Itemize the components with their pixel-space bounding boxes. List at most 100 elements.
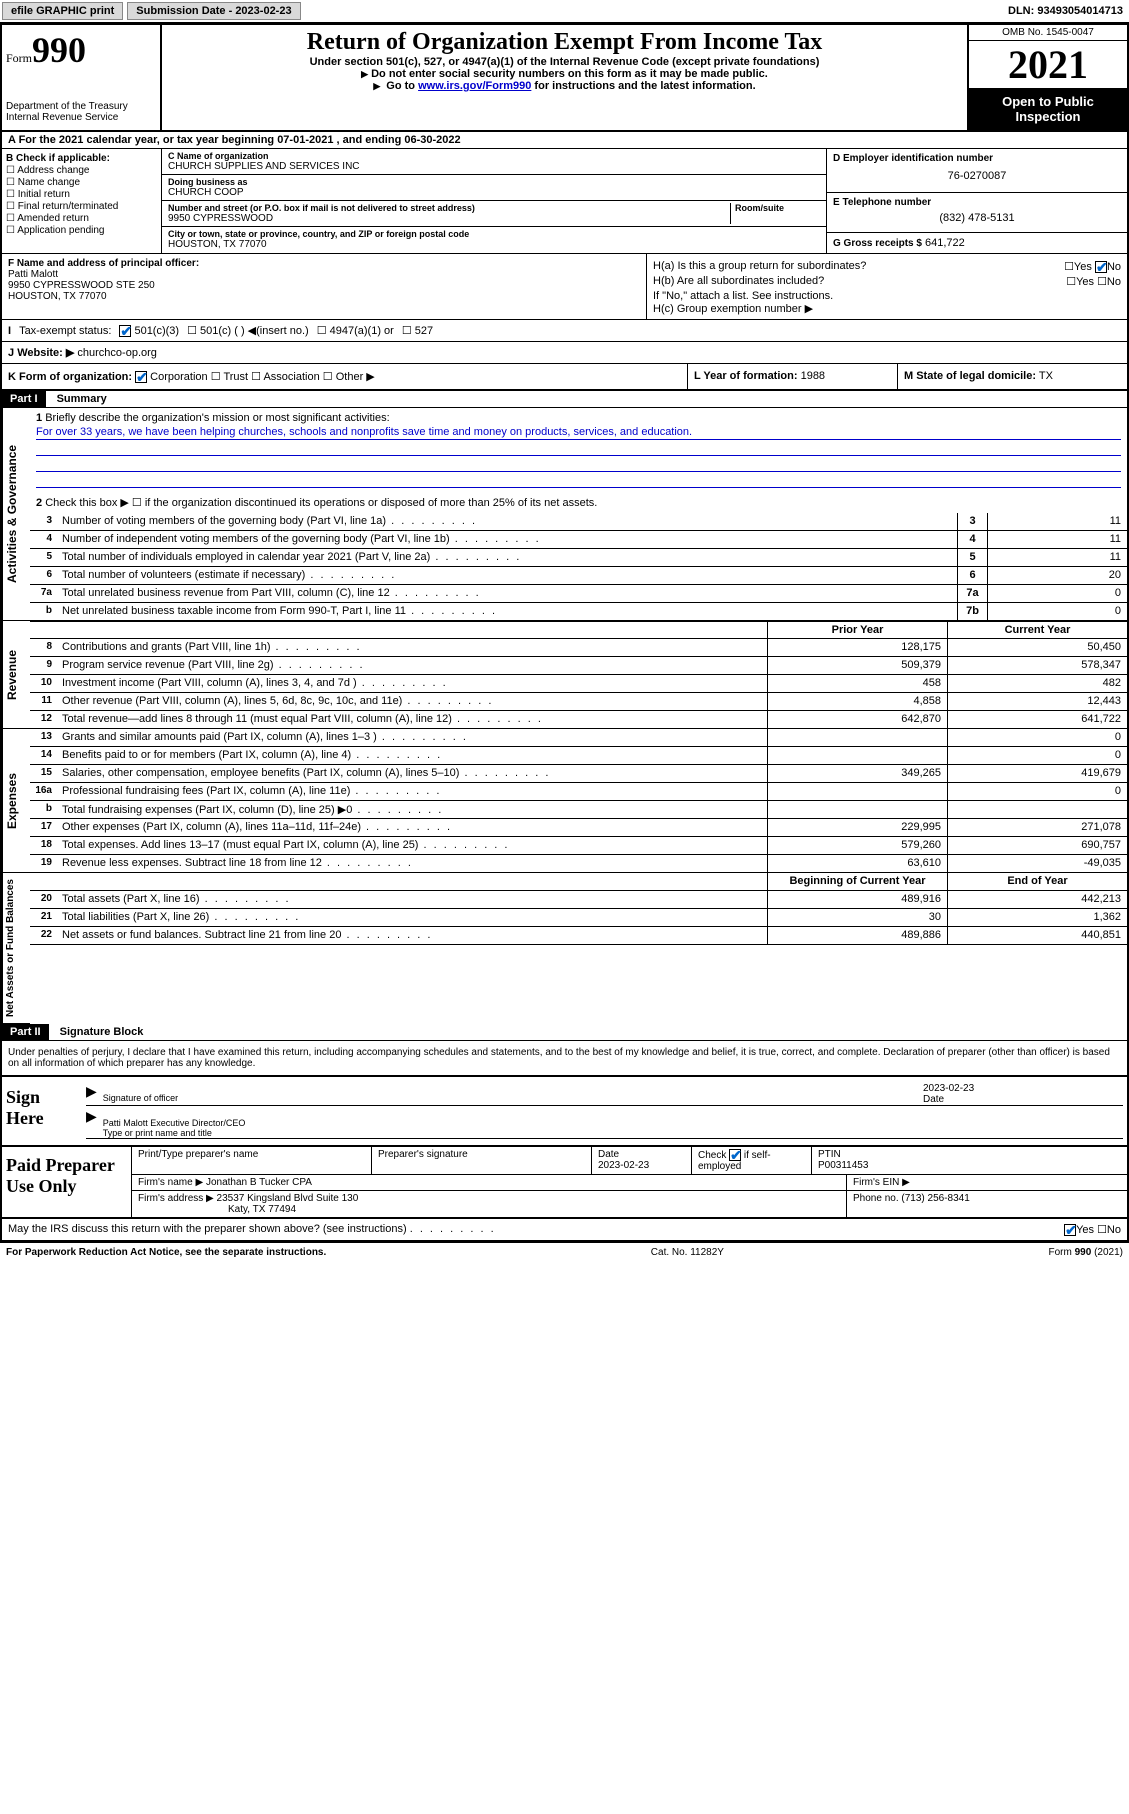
- tel-label: E Telephone number: [833, 197, 1121, 208]
- row-i-label: I: [8, 325, 11, 337]
- col-current-year: Current Year: [947, 622, 1127, 638]
- prior-year-value: 509,379: [767, 657, 947, 674]
- chk-other[interactable]: ☐ Other ▶: [323, 371, 375, 383]
- line-num: 11: [30, 693, 58, 710]
- chk-address-change[interactable]: ☐ Address change: [6, 165, 157, 176]
- line-desc: Total number of individuals employed in …: [58, 549, 957, 566]
- year-formation: 1988: [801, 370, 825, 382]
- line-desc: Contributions and grants (Part VIII, lin…: [58, 639, 767, 656]
- may-discuss-answer[interactable]: Yes ☐No: [1064, 1223, 1121, 1236]
- room-label: Room/suite: [735, 203, 820, 213]
- prior-year-value: 458: [767, 675, 947, 692]
- col-end-year: End of Year: [947, 873, 1127, 890]
- efile-print-button[interactable]: efile GRAPHIC print: [2, 2, 123, 20]
- prior-year-value: 30: [767, 909, 947, 926]
- prior-year-value: 128,175: [767, 639, 947, 656]
- line-desc: Total number of volunteers (estimate if …: [58, 567, 957, 584]
- line-num: 10: [30, 675, 58, 692]
- chk-4947[interactable]: ☐ 4947(a)(1) or: [317, 324, 394, 337]
- current-year-value: 440,851: [947, 927, 1127, 944]
- line-num: 13: [30, 729, 58, 746]
- chk-amended[interactable]: ☐ Amended return: [6, 213, 157, 224]
- sig-arrow-icon: ▶: [86, 1083, 97, 1105]
- form-subtitle: Under section 501(c), 527, or 4947(a)(1)…: [170, 56, 959, 68]
- chk-assoc[interactable]: ☐ Association: [251, 371, 320, 383]
- prior-year-value: 579,260: [767, 837, 947, 854]
- instruction-link: Go to www.irs.gov/Form990 for instructio…: [170, 80, 959, 92]
- firm-address: 23537 Kingsland Blvd Suite 130: [217, 1193, 359, 1204]
- firm-ein-label: Firm's EIN ▶: [847, 1175, 1127, 1190]
- sig-officer-label: Signature of officer: [103, 1083, 923, 1105]
- chk-corp[interactable]: Corporation: [135, 371, 208, 383]
- dba-name: CHURCH COOP: [168, 187, 820, 198]
- line-num: b: [30, 603, 58, 620]
- gross-receipts: 641,722: [925, 237, 965, 249]
- current-year-value: -49,035: [947, 855, 1127, 872]
- h-a-question: H(a) Is this a group return for subordin…: [653, 260, 866, 273]
- officer-label: F Name and address of principal officer:: [8, 258, 640, 269]
- current-year-value: 0: [947, 729, 1127, 746]
- street-address: 9950 CYPRESSWOOD: [168, 213, 730, 224]
- col-b-header: B Check if applicable:: [6, 153, 157, 164]
- current-year-value: 0: [947, 783, 1127, 800]
- line-box: 3: [957, 513, 987, 530]
- firm-addr-label: Firm's address ▶: [138, 1193, 214, 1204]
- line-num: 12: [30, 711, 58, 728]
- chk-501c[interactable]: ☐ 501(c) ( ) ◀(insert no.): [187, 324, 309, 337]
- part-1-title: Summary: [49, 391, 115, 407]
- dba-label: Doing business as: [168, 177, 820, 187]
- line-box: 5: [957, 549, 987, 566]
- chk-app-pending[interactable]: ☐ Application pending: [6, 225, 157, 236]
- footer-form: Form 990 (2021): [1049, 1247, 1123, 1258]
- line-value: 20: [987, 567, 1127, 584]
- mission-line-3: [36, 458, 1121, 472]
- line-num: 15: [30, 765, 58, 782]
- dept-treasury: Department of the Treasury: [6, 101, 156, 112]
- prior-year-value: [767, 729, 947, 746]
- firm-name-label: Firm's name ▶: [138, 1177, 203, 1188]
- sig-date: 2023-02-23: [923, 1083, 974, 1094]
- line-num: 20: [30, 891, 58, 908]
- irs-link[interactable]: www.irs.gov/Form990: [418, 80, 531, 92]
- line-num: 16a: [30, 783, 58, 800]
- line-num: 21: [30, 909, 58, 926]
- prior-year-value: 63,610: [767, 855, 947, 872]
- line-desc: Revenue less expenses. Subtract line 18 …: [58, 855, 767, 872]
- prior-year-value: 642,870: [767, 711, 947, 728]
- chk-trust[interactable]: ☐ Trust: [211, 371, 248, 383]
- chk-name-change[interactable]: ☐ Name change: [6, 177, 157, 188]
- line-box: 7a: [957, 585, 987, 602]
- website-value: churchco-op.org: [77, 347, 157, 359]
- prep-date: 2023-02-23: [598, 1160, 649, 1171]
- footer-cat: Cat. No. 11282Y: [651, 1247, 724, 1258]
- h-a-answer: ☐Yes No: [1064, 260, 1121, 273]
- chk-final-return[interactable]: ☐ Final return/terminated: [6, 201, 157, 212]
- state-domicile: TX: [1039, 370, 1053, 382]
- line-desc: Benefits paid to or for members (Part IX…: [58, 747, 767, 764]
- part-1-header: Part I: [2, 391, 46, 407]
- gross-receipts-label: G Gross receipts $: [833, 238, 922, 249]
- line-desc: Net assets or fund balances. Subtract li…: [58, 927, 767, 944]
- prep-self-employed[interactable]: Check if self-employed: [698, 1150, 771, 1172]
- ptin-label: PTIN: [818, 1149, 841, 1160]
- addr-label: Number and street (or P.O. box if mail i…: [168, 203, 730, 213]
- line-num: 19: [30, 855, 58, 872]
- vtab-expenses: Expenses: [2, 729, 30, 873]
- vtab-governance: Activities & Governance: [2, 408, 30, 621]
- prior-year-value: 349,265: [767, 765, 947, 782]
- line-desc: Other expenses (Part IX, column (A), lin…: [58, 819, 767, 836]
- form-id-box: Form990 Department of the Treasury Inter…: [2, 25, 162, 130]
- line-num: b: [30, 801, 58, 818]
- line-value: 11: [987, 531, 1127, 548]
- sig-date-label: Date: [923, 1094, 944, 1105]
- officer-name-title: Patti Malott Executive Director/CEO: [103, 1118, 246, 1128]
- briefly-label: Briefly describe the organization's miss…: [45, 412, 389, 424]
- chk-527[interactable]: ☐ 527: [402, 324, 433, 337]
- line-box: 6: [957, 567, 987, 584]
- chk-501c3[interactable]: 501(c)(3): [119, 325, 179, 337]
- city-label: City or town, state or province, country…: [168, 229, 820, 239]
- line-desc: Total liabilities (Part X, line 26): [58, 909, 767, 926]
- submission-date-button[interactable]: Submission Date - 2023-02-23: [127, 2, 300, 20]
- chk-initial-return[interactable]: ☐ Initial return: [6, 189, 157, 200]
- paid-preparer-label: Paid Preparer Use Only: [2, 1147, 132, 1217]
